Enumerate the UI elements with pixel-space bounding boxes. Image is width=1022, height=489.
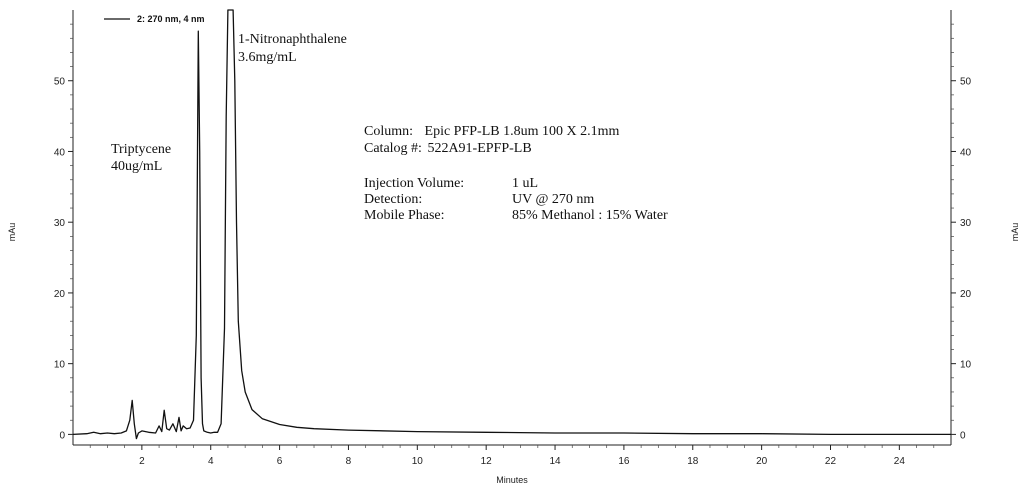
legend: 2: 270 nm, 4 nm <box>104 14 205 24</box>
annotation-nitronaphthalene-line-1: 1-Nitronaphthalene <box>238 32 347 47</box>
left-y-tick-label: 30 <box>54 218 66 229</box>
x-axis-title: Minutes <box>496 475 528 485</box>
left-y-tick-label: 0 <box>59 430 65 441</box>
x-tick-label: 10 <box>412 456 424 467</box>
x-tick-label: 16 <box>618 456 630 467</box>
method-injection-value: 1 uL <box>512 176 538 191</box>
right-y-tick-label: 10 <box>960 360 972 371</box>
left-y-axis-title: mAu <box>7 223 17 242</box>
method-detection-value: UV @ 270 nm <box>512 192 594 207</box>
annotation-triptycene-line-1: Triptycene <box>111 142 171 157</box>
legend-label: 2: 270 nm, 4 nm <box>137 14 205 24</box>
method-catalog: Catalog #: 522A91-EPFP-LB <box>364 141 532 156</box>
method-mobile-phase-label: Mobile Phase: <box>364 208 445 223</box>
x-tick-label: 20 <box>756 456 768 467</box>
x-tick-label: 24 <box>894 456 906 467</box>
right-y-axis-title: mAu <box>1010 223 1020 242</box>
annotation-triptycene-line-2: 40ug/mL <box>111 159 162 174</box>
method-detection-label: Detection: <box>364 192 422 207</box>
x-tick-label: 12 <box>481 456 493 467</box>
x-tick-label: 14 <box>549 456 561 467</box>
method-column-label: Column: <box>364 124 413 139</box>
right-y-tick-label: 40 <box>960 147 972 158</box>
annotation-nitronaphthalene-line-2: 3.6mg/mL <box>238 50 297 65</box>
x-tick-label: 8 <box>346 456 352 467</box>
method-column: Column: Epic PFP-LB 1.8um 100 X 2.1mm <box>364 124 619 139</box>
method-catalog-label: Catalog #: <box>364 141 422 156</box>
x-tick-label: 4 <box>208 456 214 467</box>
annotation-triptycene: Triptycene 40ug/mL <box>111 142 171 174</box>
x-tick-label: 18 <box>687 456 699 467</box>
left-y-tick-label: 20 <box>54 289 66 300</box>
x-axis-ticks: 2 4 6 8 10 12 14 16 18 20 22 24 <box>89 445 935 467</box>
annotation-nitronaphthalene: 1-Nitronaphthalene 3.6mg/mL <box>238 32 347 65</box>
right-y-tick-label: 50 <box>960 77 972 88</box>
method-info: Column: Epic PFP-LB 1.8um 100 X 2.1mm Ca… <box>364 124 668 223</box>
left-y-tick-label: 10 <box>54 360 66 371</box>
right-y-tick-label: 30 <box>960 218 972 229</box>
x-tick-label: 2 <box>139 456 145 467</box>
right-y-tick-label: 0 <box>960 430 966 441</box>
right-y-axis-ticks: 0 10 20 30 40 50 <box>951 23 972 441</box>
series-line-270nm <box>72 9 951 440</box>
method-injection-label: Injection Volume: <box>364 176 464 191</box>
x-tick-label: 22 <box>825 456 837 467</box>
method-mobile-phase-value: 85% Methanol : 15% Water <box>512 208 668 223</box>
left-y-tick-label: 40 <box>54 147 66 158</box>
left-y-axis-ticks: 0 10 20 30 40 50 <box>54 23 73 441</box>
left-y-tick-label: 50 <box>54 77 66 88</box>
method-column-value: Epic PFP-LB 1.8um 100 X 2.1mm <box>425 124 620 139</box>
right-y-tick-label: 20 <box>960 289 972 300</box>
method-catalog-value: 522A91-EPFP-LB <box>427 141 531 156</box>
x-tick-label: 6 <box>277 456 283 467</box>
